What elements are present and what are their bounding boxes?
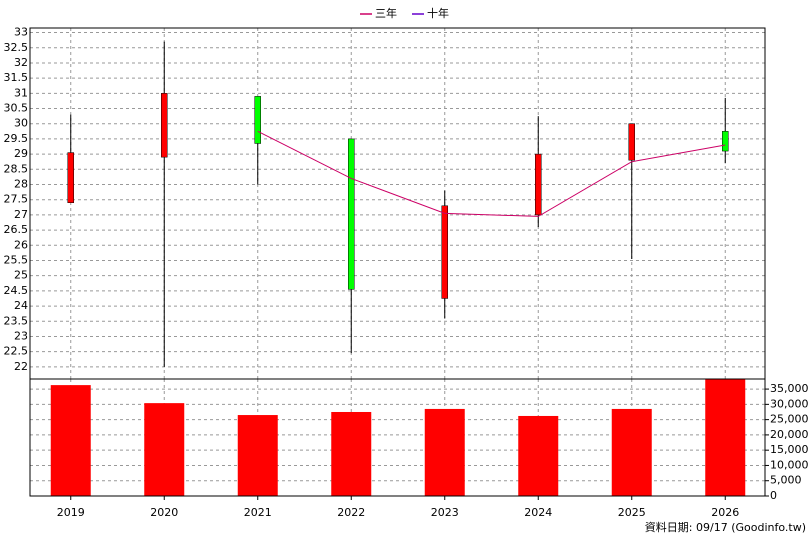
bar	[237, 415, 278, 496]
y-tick-label: 31.5	[4, 71, 29, 84]
candle-body	[441, 205, 448, 299]
candle-body	[67, 152, 74, 203]
y-tick-label: 20,000	[770, 428, 808, 441]
legend-label: 三年	[375, 6, 397, 20]
y-tick-label: 26.5	[4, 223, 29, 236]
bar	[518, 415, 559, 496]
y-tick-label: 27	[14, 208, 28, 221]
x-tick-label: 2019	[57, 506, 85, 519]
candle-body	[161, 93, 168, 158]
y-tick-label: 28	[14, 178, 28, 191]
footnote: 資料日期: 09/17 (Goodinfo.tw)	[645, 520, 806, 534]
y-tick-label: 35,000	[770, 382, 808, 395]
y-tick-label: 23	[14, 329, 28, 342]
x-tick-label: 2025	[618, 506, 646, 519]
y-tick-label: 10,000	[770, 458, 808, 471]
x-tick-label: 2021	[244, 506, 272, 519]
y-tick-label: 25.5	[4, 253, 29, 266]
x-tick-label: 2023	[431, 506, 459, 519]
y-tick-label: 25,000	[770, 413, 808, 426]
x-tick-label: 2026	[711, 506, 739, 519]
y-tick-label: 31	[14, 86, 28, 99]
x-tick-label: 2020	[150, 506, 178, 519]
bar	[331, 411, 372, 496]
y-tick-label: 30	[14, 117, 28, 130]
y-tick-label: 29.5	[4, 132, 29, 145]
plot-background	[30, 28, 765, 496]
candle-body	[722, 131, 729, 152]
bar	[611, 408, 652, 496]
y-tick-label: 15,000	[770, 443, 808, 456]
candle-body	[535, 153, 542, 216]
bar	[50, 385, 91, 496]
y-tick-label: 24	[14, 299, 28, 312]
y-tick-label: 23.5	[4, 314, 29, 327]
y-tick-label: 29	[14, 147, 28, 160]
x-tick-label: 2024	[524, 506, 552, 519]
y-tick-label: 5,000	[770, 474, 802, 487]
y-tick-label: 30,000	[770, 397, 808, 410]
y-tick-label: 24.5	[4, 284, 29, 297]
y-tick-label: 22	[14, 360, 28, 373]
candle-body	[348, 138, 355, 290]
y-tick-label: 22.5	[4, 345, 29, 358]
x-tick-label: 2022	[337, 506, 365, 519]
y-tick-label: 32.5	[4, 41, 29, 54]
bar	[144, 403, 185, 496]
bar	[705, 379, 746, 496]
candle-body	[254, 96, 261, 144]
bar	[424, 408, 465, 496]
y-tick-label: 28.5	[4, 162, 29, 175]
y-tick-label: 0	[770, 489, 777, 502]
legend-label: 十年	[427, 6, 449, 20]
y-tick-label: 32	[14, 56, 28, 69]
plot-frame	[29, 378, 766, 497]
y-tick-label: 27.5	[4, 193, 29, 206]
y-tick-label: 25	[14, 269, 28, 282]
y-tick-label: 30.5	[4, 102, 29, 115]
candle-body	[628, 123, 635, 161]
y-tick-label: 33	[14, 26, 28, 39]
y-tick-label: 26	[14, 238, 28, 251]
line-series	[257, 130, 726, 217]
